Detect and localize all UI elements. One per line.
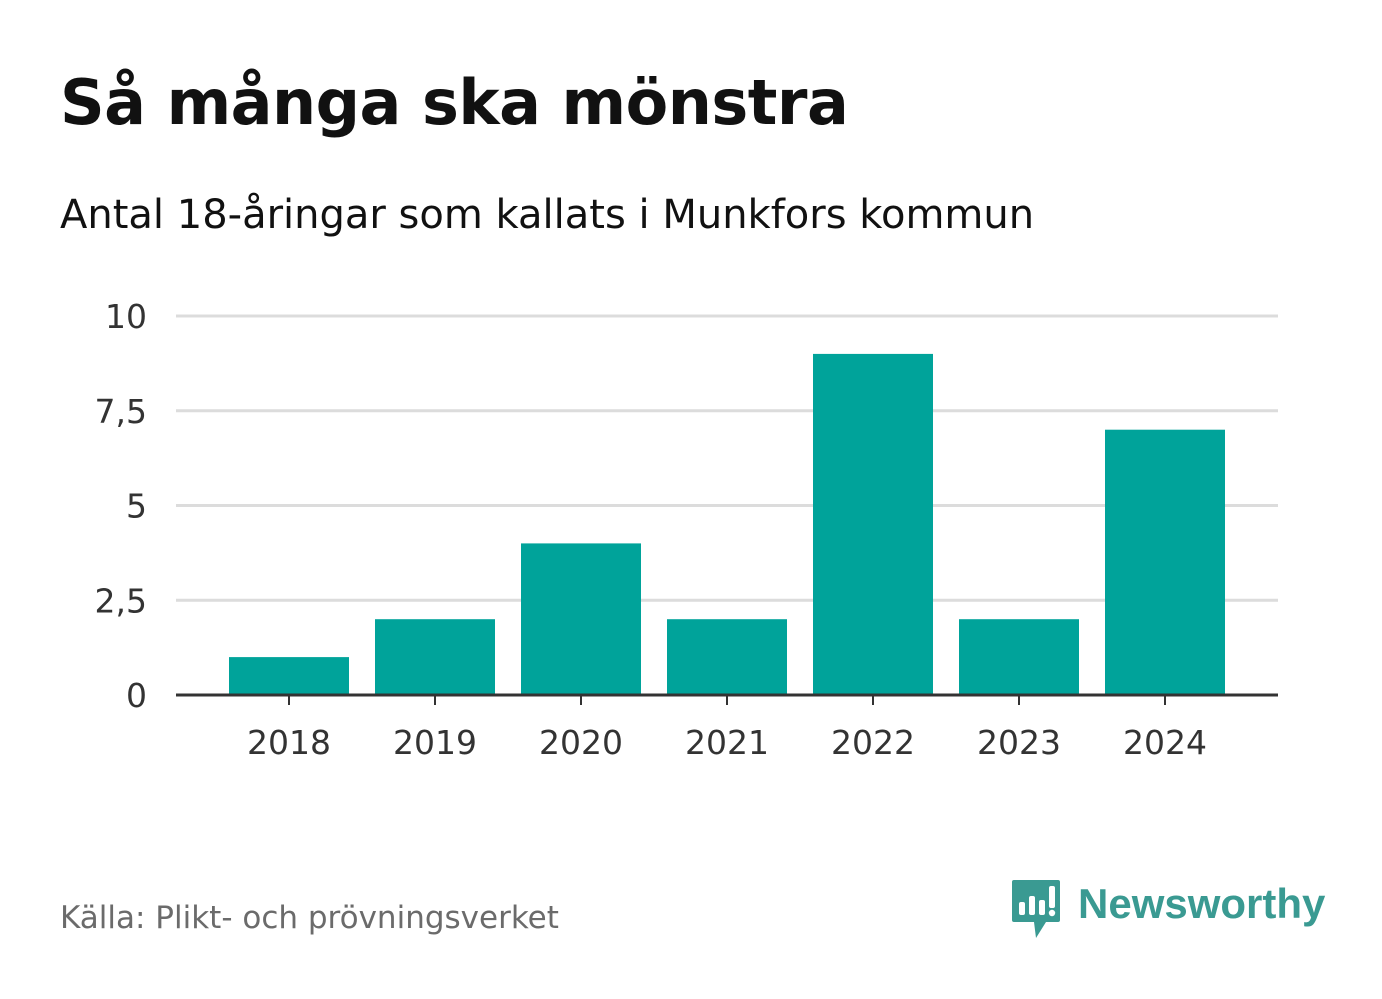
bar-2019 — [375, 619, 495, 695]
bar-2020 — [521, 543, 641, 695]
y-tick-label: 5 — [126, 487, 147, 526]
source-note: Källa: Plikt- och prövningsverket — [60, 900, 559, 936]
gridlines — [176, 314, 1278, 602]
x-tick-label: 2020 — [539, 723, 623, 762]
y-tick-label: 10 — [105, 297, 147, 336]
chart-subtitle: Antal 18-åringar som kallats i Munkfors … — [60, 192, 1035, 238]
x-tick-label: 2019 — [393, 723, 477, 762]
bar-2024 — [1105, 429, 1225, 695]
bar-2022 — [813, 353, 933, 695]
x-tick-label: 2021 — [685, 723, 769, 762]
y-tick-label: 7,5 — [95, 392, 147, 431]
newsworthy-logo-icon — [1012, 880, 1060, 938]
chart-title: Så många ska mönstra — [60, 66, 849, 139]
x-tick-label: 2022 — [831, 723, 915, 762]
brand-name: Newsworthy — [1078, 880, 1326, 927]
x-axis-labels: 2018 2019 2020 2021 2022 2023 2024 — [247, 723, 1207, 762]
y-axis-labels: 0 2,5 5 7,5 10 — [95, 297, 147, 715]
y-tick-label: 0 — [126, 676, 147, 715]
bar-2018 — [229, 657, 349, 695]
x-tick-label: 2018 — [247, 723, 331, 762]
x-axis — [176, 693, 1278, 705]
bar-2021 — [667, 619, 787, 695]
x-tick-label: 2024 — [1123, 723, 1207, 762]
x-tick-label: 2023 — [977, 723, 1061, 762]
bars — [229, 353, 1225, 695]
bar-2023 — [959, 619, 1079, 695]
y-tick-label: 2,5 — [95, 581, 147, 620]
newsworthy-logo: Newsworthy — [1010, 878, 1325, 942]
